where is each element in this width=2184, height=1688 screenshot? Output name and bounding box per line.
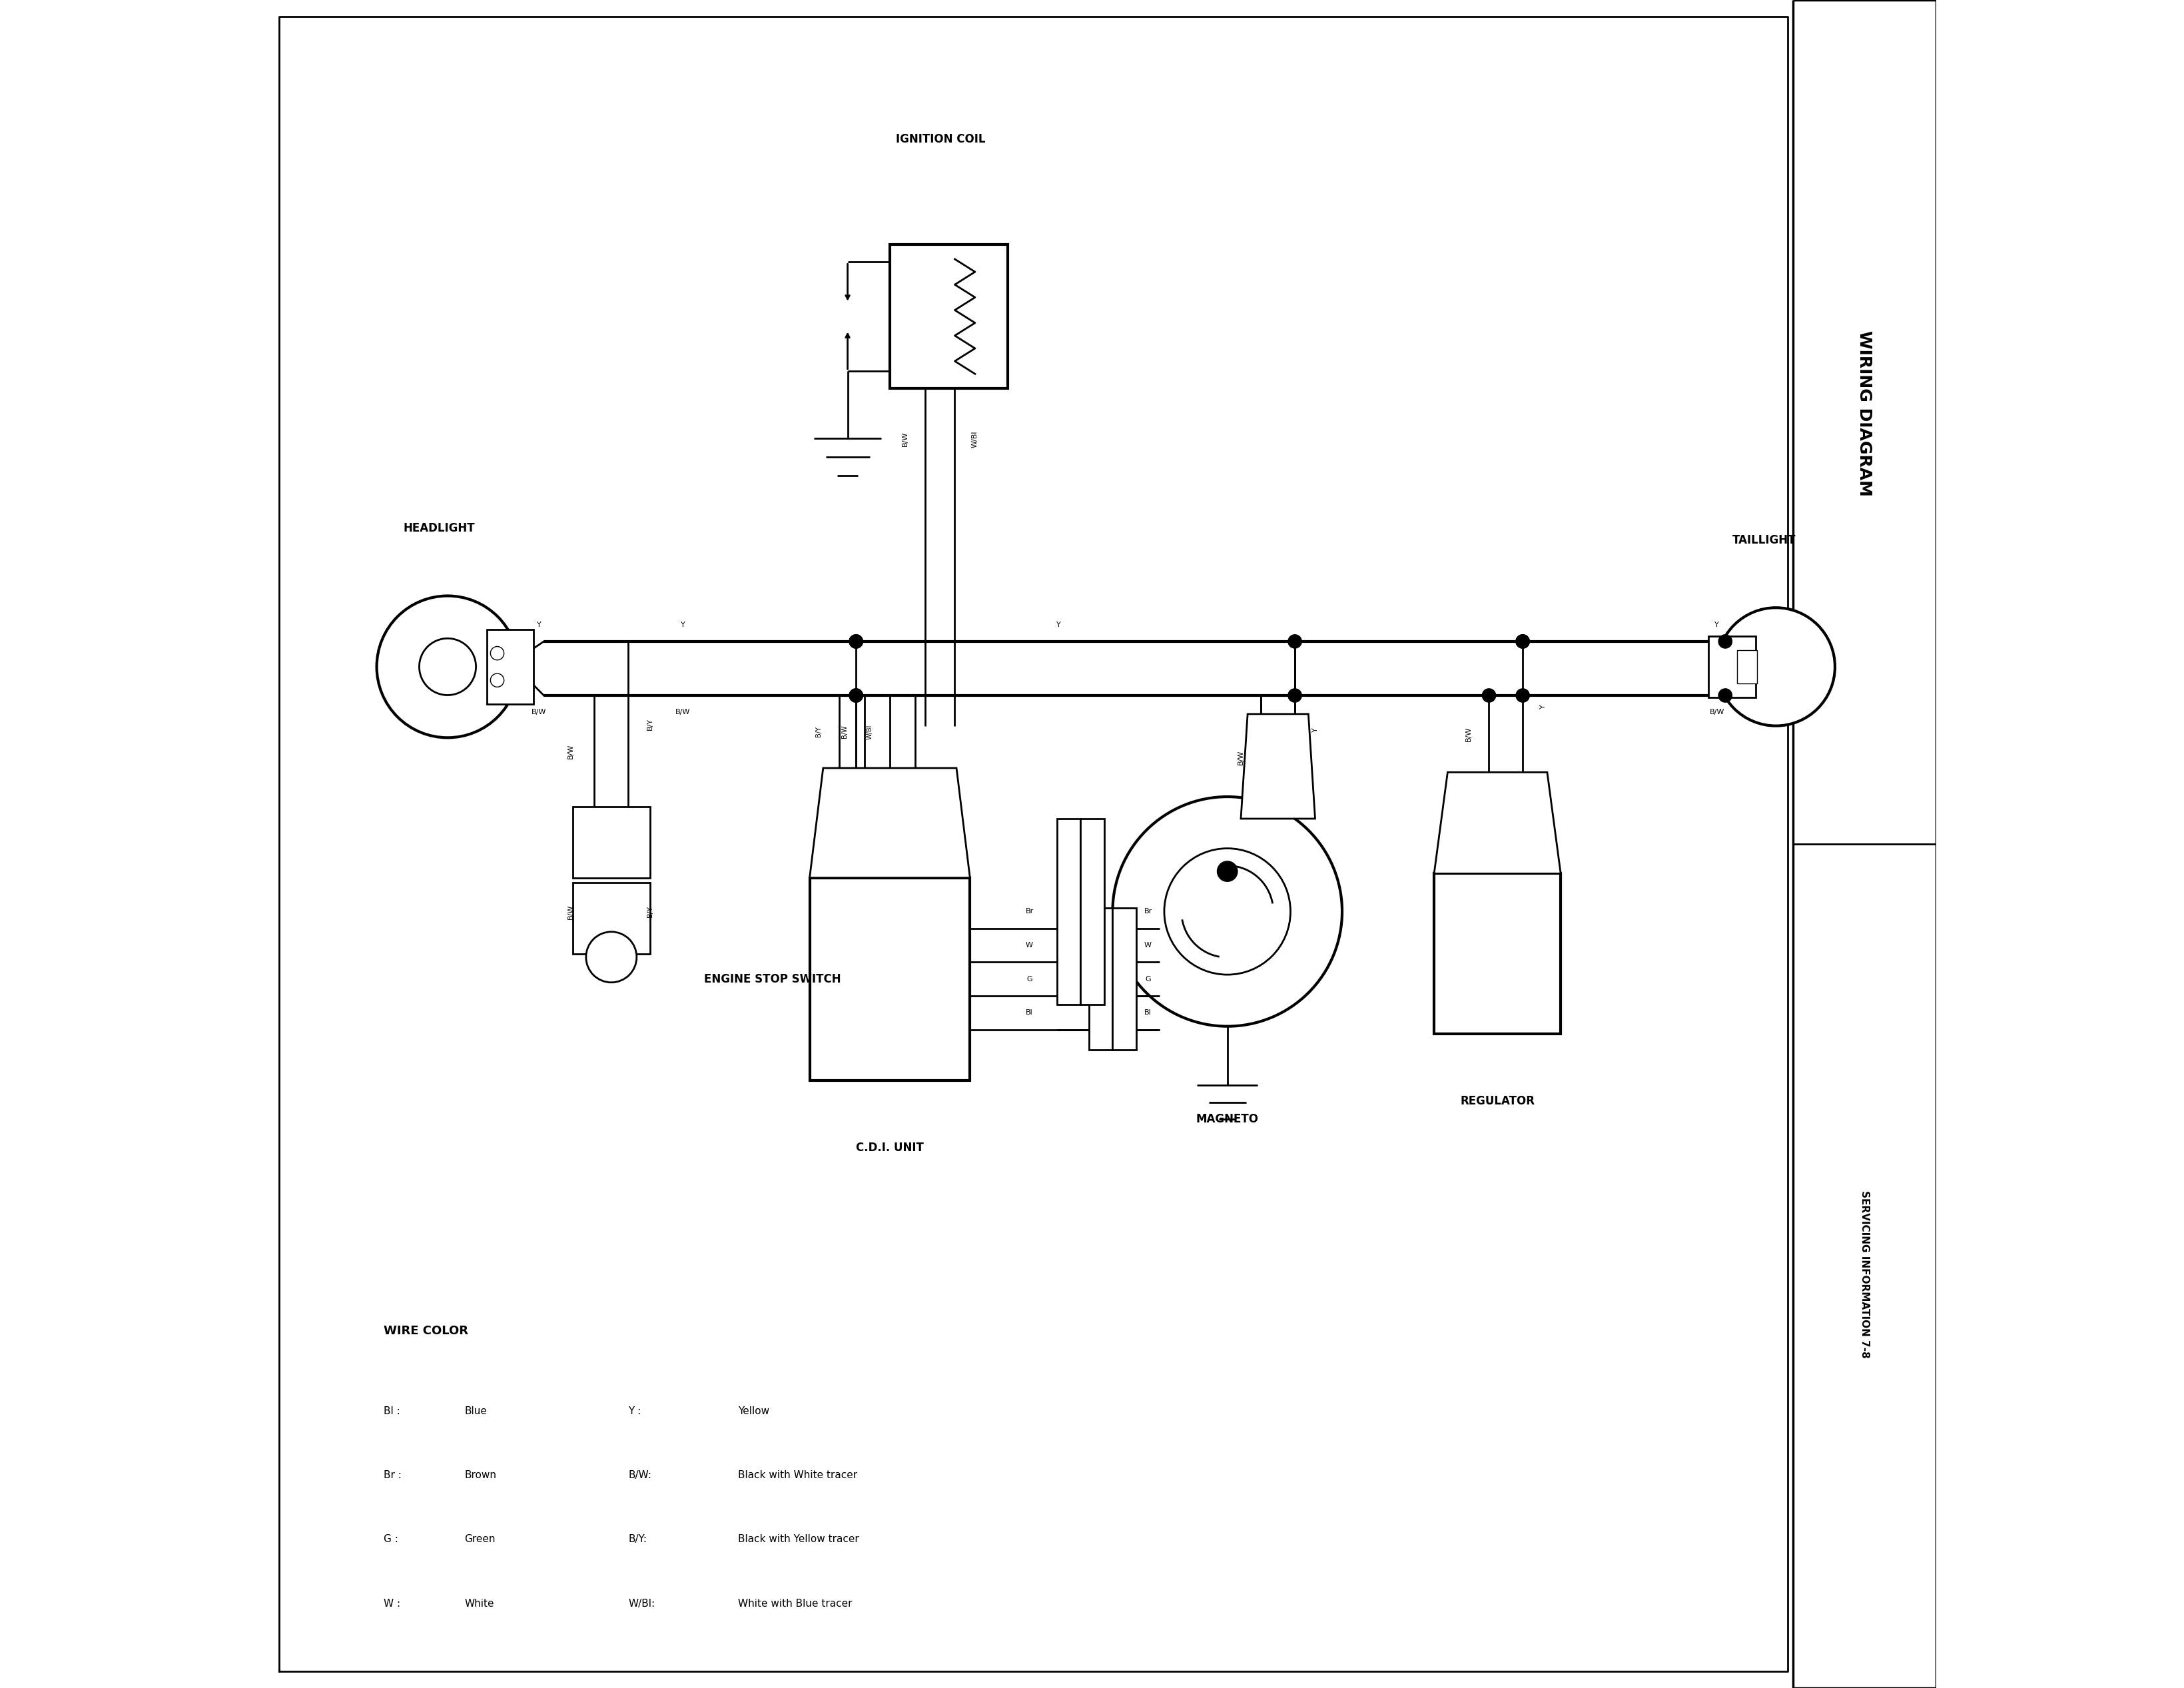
- Text: Yellow: Yellow: [738, 1406, 769, 1416]
- Text: Brown: Brown: [465, 1470, 496, 1480]
- Text: White with Blue tracer: White with Blue tracer: [738, 1599, 852, 1609]
- Text: W/Bl:: W/Bl:: [629, 1599, 655, 1609]
- Bar: [1433, 873, 1559, 1033]
- Text: W: W: [1026, 942, 1033, 949]
- Text: Blue: Blue: [465, 1406, 487, 1416]
- Circle shape: [419, 638, 476, 695]
- Text: G: G: [1144, 976, 1151, 982]
- Text: G :: G :: [384, 1534, 397, 1545]
- Circle shape: [1516, 635, 1529, 648]
- Circle shape: [491, 674, 505, 687]
- Text: B/Y: B/Y: [646, 717, 653, 731]
- Circle shape: [1216, 861, 1236, 881]
- Circle shape: [376, 596, 518, 738]
- Text: B/W: B/W: [1708, 709, 1723, 716]
- Circle shape: [1719, 689, 1732, 702]
- Text: G: G: [1026, 976, 1033, 982]
- Circle shape: [585, 932, 636, 982]
- Text: Y: Y: [1540, 704, 1546, 709]
- Bar: [487, 630, 533, 704]
- Polygon shape: [810, 768, 970, 878]
- Text: Bl :: Bl :: [384, 1406, 400, 1416]
- Bar: [1112, 908, 1136, 1050]
- Text: B/Y:: B/Y:: [629, 1534, 646, 1545]
- Text: MAGNETO: MAGNETO: [1195, 1112, 1258, 1126]
- Bar: [889, 245, 1007, 388]
- Bar: [1088, 908, 1112, 1050]
- Circle shape: [1481, 689, 1496, 702]
- Text: W/Bl: W/Bl: [865, 724, 874, 739]
- Circle shape: [1719, 635, 1732, 648]
- Text: B/W: B/W: [568, 905, 574, 918]
- Text: Bl: Bl: [1026, 1009, 1033, 1016]
- Text: Y: Y: [1310, 728, 1319, 733]
- Circle shape: [850, 689, 863, 702]
- Text: Black with Yellow tracer: Black with Yellow tracer: [738, 1534, 858, 1545]
- Text: W: W: [1144, 942, 1151, 949]
- Text: B/Y: B/Y: [815, 726, 821, 738]
- Bar: [1057, 819, 1081, 1004]
- Circle shape: [850, 689, 863, 702]
- Text: W :: W :: [384, 1599, 400, 1609]
- Text: C.D.I. UNIT: C.D.I. UNIT: [856, 1141, 924, 1155]
- Polygon shape: [1433, 773, 1559, 874]
- Circle shape: [1289, 689, 1302, 702]
- Text: B/W: B/W: [841, 726, 847, 738]
- Circle shape: [1112, 797, 1341, 1026]
- Bar: [1736, 650, 1756, 684]
- Bar: [572, 807, 651, 878]
- Circle shape: [1164, 849, 1291, 974]
- Text: Y :: Y :: [629, 1406, 640, 1416]
- Circle shape: [1717, 608, 1835, 726]
- Text: IGNITION COIL: IGNITION COIL: [895, 133, 985, 145]
- Text: B/W: B/W: [531, 709, 546, 716]
- Text: TAILLIGHT: TAILLIGHT: [1732, 533, 1795, 547]
- Text: REGULATOR: REGULATOR: [1459, 1096, 1533, 1107]
- Text: B/W: B/W: [1236, 749, 1245, 765]
- Text: ENGINE STOP SWITCH: ENGINE STOP SWITCH: [703, 972, 841, 986]
- Text: B/W: B/W: [1465, 726, 1472, 741]
- Text: B/Y: B/Y: [646, 905, 653, 918]
- Text: B/W: B/W: [568, 744, 574, 758]
- Text: HEADLIGHT: HEADLIGHT: [404, 522, 474, 535]
- Bar: [1081, 819, 1103, 1004]
- Circle shape: [491, 647, 505, 660]
- Bar: [1708, 636, 1756, 697]
- Text: Br :: Br :: [384, 1470, 402, 1480]
- Circle shape: [850, 635, 863, 648]
- Circle shape: [1289, 635, 1302, 648]
- Circle shape: [1516, 635, 1529, 648]
- Text: WIRING DIAGRAM: WIRING DIAGRAM: [1856, 331, 1872, 496]
- Text: White: White: [465, 1599, 494, 1609]
- Text: B/W: B/W: [675, 709, 690, 716]
- Circle shape: [850, 635, 863, 648]
- Text: B/W:: B/W:: [629, 1470, 651, 1480]
- Text: WIRE COLOR: WIRE COLOR: [384, 1325, 467, 1337]
- Text: Y: Y: [1057, 621, 1061, 628]
- Text: Br: Br: [1144, 908, 1151, 915]
- Text: SERVICING INFORMATION 7-8: SERVICING INFORMATION 7-8: [1859, 1190, 1870, 1359]
- Text: B/W: B/W: [902, 432, 909, 446]
- Text: Br: Br: [1024, 908, 1033, 915]
- Text: Black with White tracer: Black with White tracer: [738, 1470, 856, 1480]
- Polygon shape: [1241, 714, 1315, 819]
- Text: Y: Y: [681, 621, 686, 628]
- Bar: [810, 878, 970, 1080]
- Text: Y: Y: [1714, 621, 1719, 628]
- Text: W/Bl: W/Bl: [972, 430, 978, 447]
- Text: Y: Y: [537, 621, 542, 628]
- Text: Green: Green: [465, 1534, 496, 1545]
- Circle shape: [1516, 689, 1529, 702]
- Bar: [572, 883, 651, 954]
- Text: Bl: Bl: [1144, 1009, 1151, 1016]
